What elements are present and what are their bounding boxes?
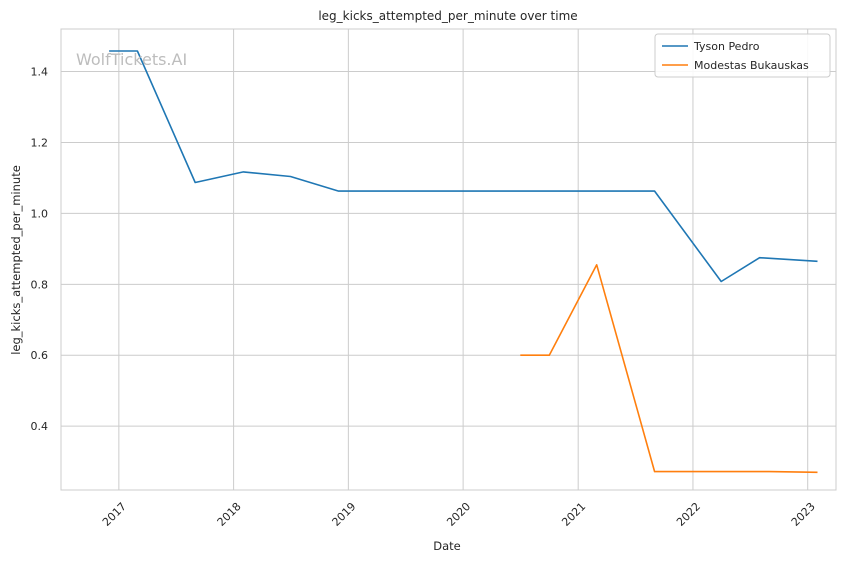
x-axis-label: Date [433,539,461,553]
series-line-modestas-bukauskas [520,263,818,474]
legend-label-tyson-pedro: Tyson Pedro [693,40,760,53]
legend: Tyson Pedro Modestas Bukauskas [654,33,831,78]
x-tick-label: 2022 [674,500,703,529]
x-tick-label: 2020 [444,500,473,529]
grid [61,29,836,490]
legend-label-modestas-bukauskas: Modestas Bukauskas [694,59,809,72]
y-axis-label: leg_kicks_attempted_per_minute [9,165,23,355]
tick-labels: 2017 2018 2019 2020 2021 2022 2023 0.4 0.6 0.8 1.0… [31,66,818,529]
x-tick-label: 2018 [215,500,244,529]
y-tick-label: 1.0 [31,207,49,220]
y-tick-label: 0.4 [31,420,49,433]
watermark: WolfTickets.AI [76,50,187,69]
series-line-tyson-pedro [109,50,818,283]
y-tick-label: 0.8 [31,278,49,291]
y-tick-label: 1.4 [31,66,49,79]
chart-title: leg_kicks_attempted_per_minute over time [318,9,577,23]
x-tick-label: 2021 [559,500,588,529]
plot-frame [60,28,837,491]
x-tick-label: 2019 [329,500,358,529]
x-tick-label: 2017 [100,500,129,529]
y-tick-label: 0.6 [31,349,49,362]
y-tick-label: 1.2 [31,136,49,149]
x-tick-label: 2023 [789,500,818,529]
series-lines [109,50,818,474]
legend-box [654,33,831,78]
